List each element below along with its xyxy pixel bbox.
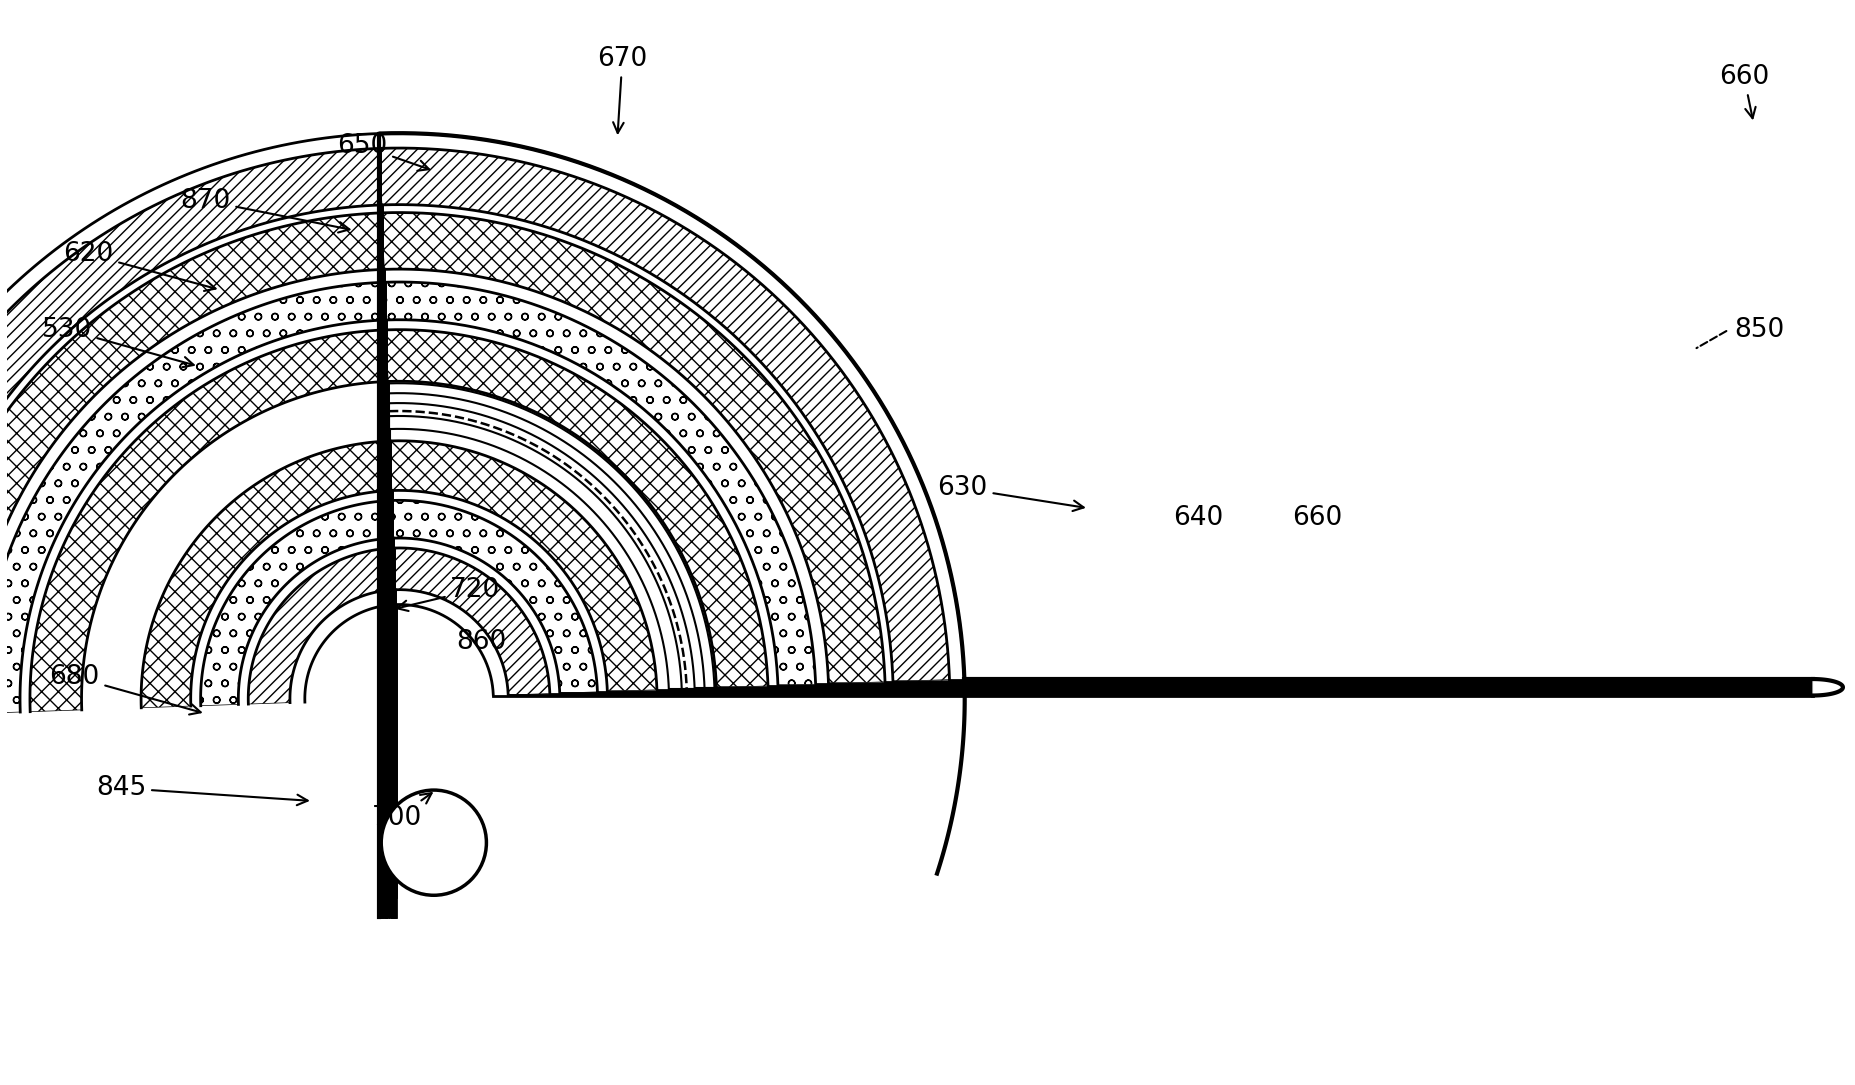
Polygon shape	[777, 685, 1812, 686]
Text: 845: 845	[96, 775, 308, 805]
Text: 680: 680	[50, 664, 200, 715]
Text: 620: 620	[63, 241, 215, 291]
Text: 660: 660	[1293, 506, 1343, 532]
Polygon shape	[380, 148, 950, 681]
Text: 700: 700	[373, 793, 432, 831]
Polygon shape	[141, 441, 391, 707]
Polygon shape	[508, 693, 1812, 695]
Polygon shape	[249, 548, 395, 704]
Text: 860: 860	[456, 629, 506, 655]
Polygon shape	[0, 213, 384, 716]
Polygon shape	[716, 686, 1812, 688]
Text: 870: 870	[180, 188, 349, 232]
Polygon shape	[399, 679, 1812, 699]
Polygon shape	[0, 133, 395, 718]
Text: 850: 850	[1734, 317, 1785, 343]
Text: 640: 640	[1172, 506, 1222, 532]
Polygon shape	[380, 205, 382, 917]
Polygon shape	[380, 133, 965, 699]
Polygon shape	[607, 690, 1812, 691]
Polygon shape	[0, 282, 386, 713]
Polygon shape	[0, 149, 382, 718]
Polygon shape	[382, 213, 885, 684]
Polygon shape	[391, 500, 597, 693]
Polygon shape	[200, 500, 393, 705]
Text: 660: 660	[1720, 64, 1770, 118]
Polygon shape	[390, 441, 657, 691]
Polygon shape	[892, 679, 1812, 681]
Text: 670: 670	[597, 46, 647, 133]
Polygon shape	[1812, 679, 1842, 695]
Circle shape	[382, 790, 486, 895]
Polygon shape	[393, 548, 549, 695]
Polygon shape	[382, 269, 384, 917]
Polygon shape	[560, 692, 1812, 693]
Text: 720: 720	[397, 576, 501, 611]
Polygon shape	[30, 330, 388, 712]
Polygon shape	[380, 699, 399, 917]
Polygon shape	[384, 282, 816, 686]
Text: 650: 650	[338, 133, 429, 170]
Polygon shape	[386, 330, 768, 688]
Polygon shape	[829, 681, 1812, 684]
Text: 530: 530	[41, 317, 193, 367]
Text: 630: 630	[937, 475, 1083, 511]
